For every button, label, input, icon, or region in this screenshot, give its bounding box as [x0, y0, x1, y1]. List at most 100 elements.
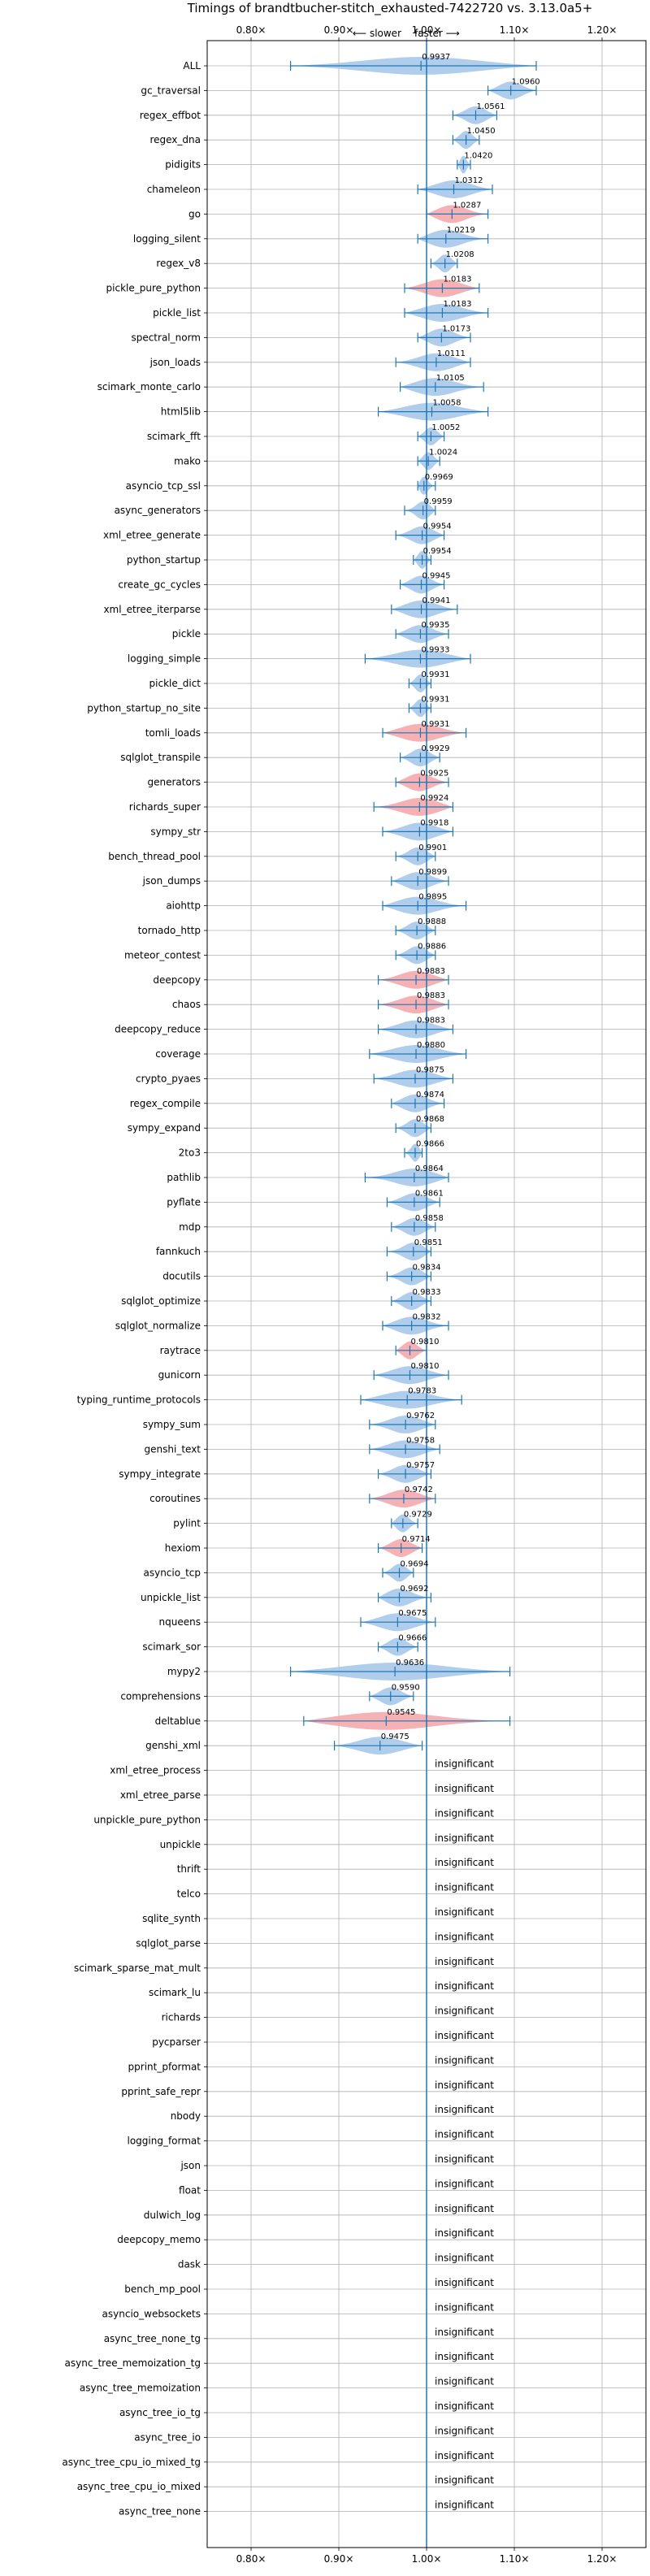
benchmark-label: pickle_pure_python	[106, 283, 201, 294]
insignificant-annotation: insignificant	[435, 2178, 494, 2189]
value-annotation: 0.9874	[416, 1091, 444, 1099]
x-tick-label-top: 0.80×	[236, 24, 266, 36]
benchmark-label: generators	[147, 777, 201, 788]
value-annotation: 0.9666	[398, 1634, 427, 1643]
benchmark-label: richards_super	[129, 801, 201, 813]
value-annotation: 0.9931	[421, 670, 449, 679]
value-annotation: 0.9810	[410, 1362, 439, 1371]
benchmark-label: bench_thread_pool	[108, 851, 201, 862]
benchmark-label: go	[188, 208, 201, 219]
benchmark-label: dulwich_log	[144, 2210, 201, 2221]
insignificant-annotation: insignificant	[435, 2054, 494, 2066]
value-annotation: 0.9918	[420, 818, 448, 827]
insignificant-annotation: insignificant	[435, 2327, 494, 2338]
value-annotation: 1.0287	[453, 201, 481, 210]
benchmark-label: sympy_sum	[143, 1419, 201, 1430]
value-annotation: 0.9866	[416, 1140, 444, 1149]
value-annotation: 0.9888	[418, 917, 446, 926]
benchmark-label: async_tree_none_tg	[104, 2333, 201, 2344]
insignificant-annotation: insignificant	[435, 1931, 494, 1942]
benchmark-label: asyncio_tcp_ssl	[126, 480, 201, 492]
benchmark-labels: ALL gc_traversal regex_effbot regex_dnapidi…	[62, 60, 201, 2517]
value-annotation: 0.9851	[414, 1238, 443, 1247]
value-annotation: 0.9757	[406, 1461, 435, 1470]
benchmark-label: aiohttp	[166, 900, 201, 912]
benchmark-label: spectral_norm	[131, 332, 201, 343]
value-annotation: 0.9937	[422, 53, 450, 62]
benchmark-label: scimark_lu	[149, 1987, 201, 1998]
x-tick-label-bottom: 1.10×	[500, 2553, 530, 2565]
benchmark-label: async_tree_io	[134, 2431, 201, 2443]
value-annotation: 0.9883	[417, 967, 445, 976]
value-annotation: 0.9886	[418, 942, 446, 951]
benchmark-label: pickle_list	[153, 307, 201, 319]
value-annotation: 0.9883	[417, 991, 445, 1000]
benchmark-label: gc_traversal	[141, 85, 201, 96]
insignificant-annotation: insignificant	[435, 2153, 494, 2165]
insignificant-annotation: insignificant	[435, 2450, 494, 2461]
value-annotation: 0.9861	[415, 1189, 444, 1198]
benchmark-label: python_startup_no_site	[87, 702, 201, 713]
value-annotation: 1.0208	[446, 250, 474, 259]
value-annotations: 0.9937 1.0960 1.0561 1.0450 1.0420 1.0312 1.02…	[381, 53, 540, 2511]
value-annotation: 1.0219	[447, 226, 475, 235]
insignificant-annotation: insignificant	[435, 1807, 494, 1819]
value-annotation: 0.9868	[416, 1115, 444, 1124]
benchmark-label: tornado_http	[138, 925, 201, 936]
benchmark-label: deepcopy	[153, 974, 201, 986]
benchmark-label: genshi_xml	[145, 1740, 201, 1751]
value-annotation: 0.9883	[417, 1017, 445, 1026]
benchmark-label: hexiom	[165, 1542, 201, 1554]
benchmark-label: typing_runtime_protocols	[77, 1394, 201, 1406]
x-tick-label-top: 1.10×	[500, 24, 530, 36]
insignificant-annotation: insignificant	[435, 2203, 494, 2214]
value-annotation: 1.0105	[436, 374, 465, 383]
insignificant-annotation: insignificant	[435, 2030, 494, 2041]
benchmark-label: unpickle_pure_python	[93, 1814, 201, 1825]
benchmark-label: thrift	[177, 1863, 202, 1875]
benchmark-label: sqlglot_parse	[136, 1937, 201, 1949]
insignificant-annotation: insignificant	[435, 1980, 494, 1992]
benchmark-label: pprint_pformat	[128, 2061, 202, 2072]
benchmark-label: tomli_loads	[145, 727, 201, 739]
benchmark-label: crypto_pyaes	[136, 1073, 201, 1084]
insignificant-annotation: insignificant	[435, 2227, 494, 2239]
value-annotation: 0.9636	[396, 1659, 424, 1667]
benchmark-label: pyflate	[167, 1196, 201, 1208]
value-annotation: 1.0052	[431, 423, 460, 432]
value-annotation: 1.0960	[512, 77, 540, 86]
value-annotation: 1.0111	[437, 349, 466, 358]
benchmark-label: scimark_sparse_mat_mult	[74, 1962, 201, 1974]
value-annotation: 0.9762	[406, 1412, 435, 1420]
benchmark-label: sqlite_synth	[142, 1913, 201, 1924]
benchmark-label: xml_etree_generate	[103, 530, 201, 541]
value-annotation: 0.9925	[420, 770, 448, 778]
value-annotation: 1.0183	[443, 275, 471, 284]
benchmark-label: json_dumps	[142, 875, 201, 887]
benchmark-label: unpickle_list	[141, 1592, 201, 1603]
insignificant-annotation: insignificant	[435, 2425, 494, 2436]
value-annotation: 0.9954	[423, 547, 452, 556]
benchmark-label: meteor_contest	[124, 949, 201, 961]
benchmark-label: sympy_integrate	[119, 1468, 201, 1480]
benchmark-label: async_tree_memoization_tg	[65, 2357, 201, 2369]
benchmark-label: xml_etree_process	[110, 1765, 201, 1776]
value-annotation: 1.0024	[429, 448, 457, 457]
insignificant-annotation: insignificant	[435, 1906, 494, 1918]
range-bars	[290, 61, 537, 1751]
benchmark-label: scimark_monte_carlo	[98, 381, 201, 392]
insignificant-annotation: insignificant	[435, 2253, 494, 2264]
benchmark-label: unpickle	[160, 1839, 201, 1850]
value-annotation: 0.9834	[413, 1264, 441, 1273]
value-annotation: 0.9969	[425, 473, 453, 482]
benchmark-label: dask	[178, 2259, 201, 2270]
slower-direction-label: ⟵ slower	[353, 28, 401, 39]
benchmark-label: async_tree_cpu_io_mixed_tg	[62, 2457, 201, 2468]
benchmark-label: json	[180, 2160, 201, 2171]
benchmark-label: html5lib	[161, 406, 201, 418]
benchmark-label: sqlglot_optimize	[121, 1295, 201, 1307]
value-annotation: 1.0058	[432, 399, 461, 408]
benchmark-label: float	[179, 2184, 201, 2196]
value-annotation: 0.9590	[392, 1683, 420, 1692]
value-annotation: 0.9864	[415, 1164, 444, 1173]
